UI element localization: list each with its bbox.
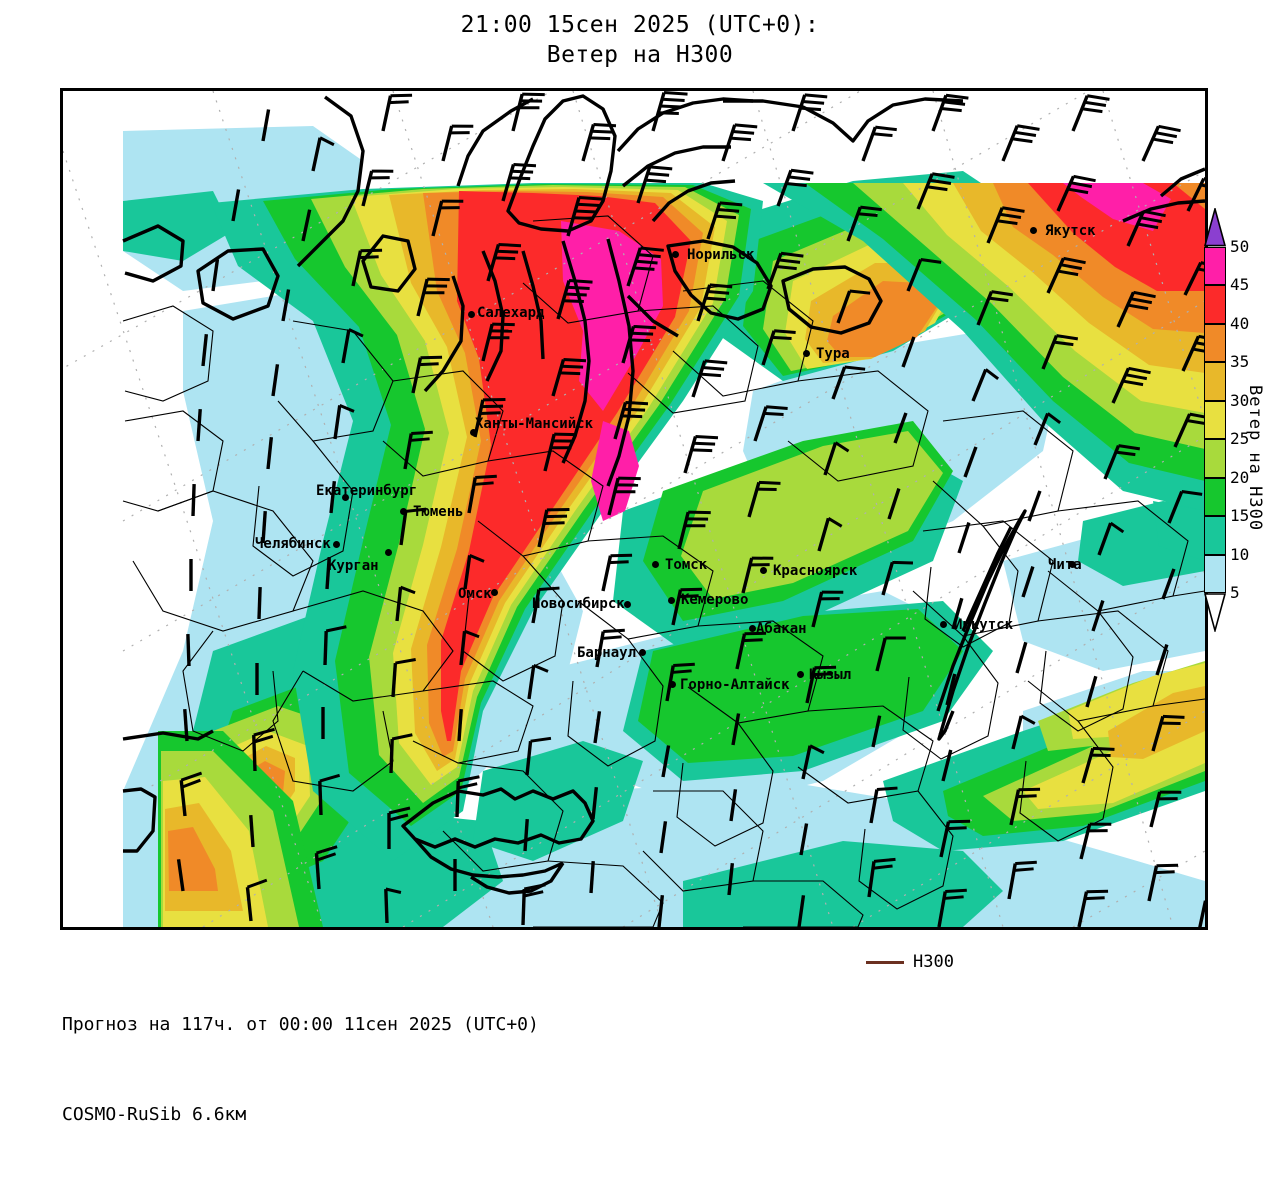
jet-core-sw (158, 731, 323, 927)
city-label: Горно-Алтайск (680, 677, 790, 693)
city-marker (652, 561, 659, 568)
city-label: Чита (1048, 557, 1082, 573)
city-label: Тюмень (413, 504, 464, 520)
city-label: Ханты-Мансийск (475, 416, 594, 432)
colorbar-tick: 30 (1230, 390, 1250, 410)
city-marker (639, 649, 646, 656)
city-label: Тура (816, 346, 850, 362)
city-marker (385, 549, 392, 556)
city-marker (1069, 561, 1076, 568)
colorbar-top-arrow (1203, 205, 1227, 247)
city-label: Кызыл (809, 667, 852, 683)
title-line-variable: Ветер на H300 (546, 42, 734, 68)
colorbar-tick: 10 (1230, 544, 1250, 564)
city-label: Иркутск (954, 617, 1014, 633)
colorbar-tick: 35 (1230, 352, 1250, 372)
city-label: Новосибирск (532, 596, 625, 612)
colorbar-tick: 25 (1230, 429, 1250, 449)
city-marker (333, 541, 340, 548)
colorbar-bottom-arrow (1203, 593, 1227, 635)
city-marker (669, 681, 676, 688)
colorbar-segment (1204, 246, 1226, 286)
city-marker (803, 350, 810, 357)
graticule (63, 91, 1205, 927)
footer-text: Прогноз на 117ч. от 00:00 11сен 2025 (UT… (62, 950, 539, 1190)
title-line-datetime: 21:00 15сен 2025 (UTC+0): (460, 12, 820, 38)
colorbar-tick: 50 (1230, 236, 1250, 256)
city-label: Курган (328, 558, 379, 574)
page-title: 21:00 15сен 2025 (UTC+0): Ветер на H300 (0, 10, 1280, 70)
city-label: Екатеринбург (316, 483, 418, 499)
colorbar-tick-labels: 50 45 40 35 30 25 20 15 10 5 (1230, 200, 1278, 650)
city-label: Якутск (1045, 223, 1096, 239)
city-marker (672, 251, 679, 258)
city-label: Абакан (756, 621, 807, 637)
footer-forecast-line: Прогноз на 117ч. от 00:00 11сен 2025 (UT… (62, 1014, 539, 1035)
city-marker (749, 625, 756, 632)
city-marker (491, 589, 498, 596)
city-label: Барнаул (577, 645, 637, 661)
colorbar[interactable] (1203, 205, 1227, 635)
colorbar-segment (1204, 400, 1226, 440)
colorbar-segment (1204, 516, 1226, 555)
city-marker (624, 601, 631, 608)
colorbar-tick: 5 (1230, 583, 1240, 603)
weather-map-page: 21:00 15сен 2025 (UTC+0): Ветер на H300 (0, 10, 1280, 1125)
city-marker (468, 311, 475, 318)
footer-model-line: COSMO-RuSib 6.6км (62, 1104, 247, 1125)
city-label: Красноярск (773, 563, 858, 579)
city-marker (470, 429, 477, 436)
city-label: Салехард (477, 305, 545, 321)
city-label: Омск (458, 586, 492, 602)
city-marker (668, 597, 675, 604)
map-frame[interactable]: Якутск Норильск Салехард Тура Ханты-Мансийск… (60, 88, 1208, 930)
colorbar-tick: 15 (1230, 506, 1250, 526)
weather-map-canvas[interactable] (63, 91, 1205, 927)
colorbar-tick: 45 (1230, 275, 1250, 295)
legend-line-swatch (866, 960, 904, 964)
city-marker (400, 508, 407, 515)
city-label: Норильск (687, 247, 755, 263)
colorbar-segment (1204, 439, 1226, 478)
city-label: Кемерово (681, 592, 749, 608)
colorbar-segment (1204, 554, 1226, 594)
city-label: Челябинск (255, 536, 331, 552)
city-label: Томск (665, 557, 708, 573)
colorbar-segment (1204, 323, 1226, 363)
city-marker (1030, 227, 1037, 234)
city-marker (342, 494, 349, 501)
legend-h300: H300 (866, 952, 954, 972)
colorbar-segment (1204, 362, 1226, 401)
colorbar-axis-label: Ветер на H300 (1245, 385, 1265, 532)
city-marker (760, 567, 767, 574)
colorbar-segment (1204, 477, 1226, 517)
legend-label: H300 (913, 952, 954, 972)
city-marker (797, 671, 804, 678)
city-marker (940, 621, 947, 628)
colorbar-tick: 40 (1230, 313, 1250, 333)
colorbar-segment (1204, 285, 1226, 324)
colorbar-tick: 20 (1230, 467, 1250, 487)
